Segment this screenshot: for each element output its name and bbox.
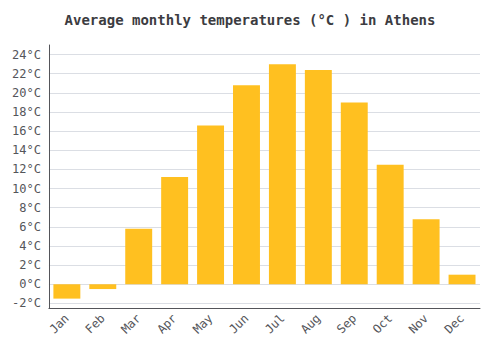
svg-text:Sep: Sep	[334, 311, 359, 336]
svg-text:16°C: 16°C	[12, 124, 41, 138]
svg-text:18°C: 18°C	[12, 105, 41, 119]
svg-text:2°C: 2°C	[19, 258, 41, 272]
svg-text:Nov: Nov	[406, 311, 431, 336]
svg-text:20°C: 20°C	[12, 86, 41, 100]
svg-text:6°C: 6°C	[19, 220, 41, 234]
svg-text:14°C: 14°C	[12, 143, 41, 157]
svg-text:Jun: Jun	[226, 311, 251, 336]
svg-text:Jan: Jan	[47, 311, 72, 336]
svg-text:12°C: 12°C	[12, 162, 41, 176]
svg-text:0°C: 0°C	[19, 277, 41, 291]
svg-text:24°C: 24°C	[12, 48, 41, 62]
svg-text:Jul: Jul	[262, 311, 287, 336]
svg-text:Aug: Aug	[298, 311, 323, 336]
svg-text:Mar: Mar	[118, 311, 143, 336]
svg-text:Feb: Feb	[83, 311, 108, 336]
svg-text:Apr: Apr	[154, 311, 179, 336]
svg-text:10°C: 10°C	[12, 182, 41, 196]
svg-text:May: May	[190, 311, 215, 336]
svg-text:Dec: Dec	[442, 311, 467, 336]
svg-text:Average monthly temperatures (: Average monthly temperatures (°C ) in At…	[65, 12, 436, 28]
svg-text:4°C: 4°C	[19, 239, 41, 253]
svg-text:8°C: 8°C	[19, 201, 41, 215]
svg-text:-2°C: -2°C	[12, 296, 41, 310]
svg-text:Oct: Oct	[370, 311, 395, 336]
svg-text:22°C: 22°C	[12, 67, 41, 81]
